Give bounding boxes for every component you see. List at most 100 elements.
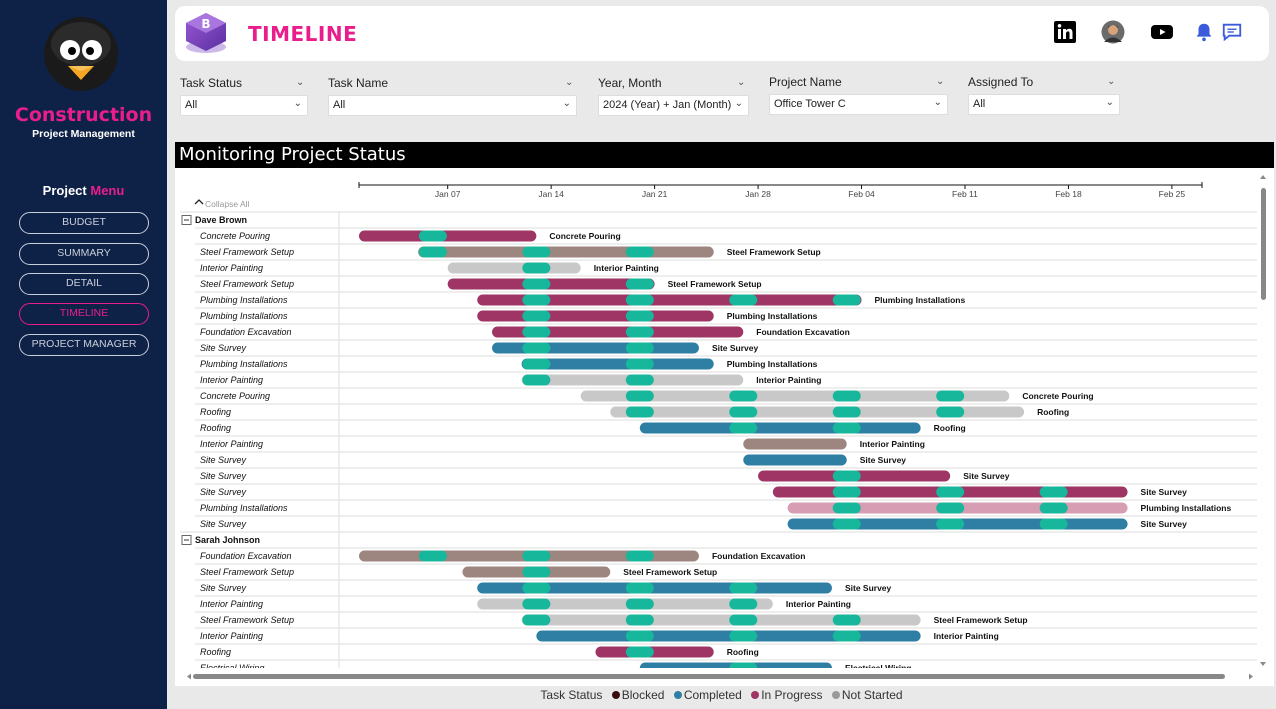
bar-label: Steel Framework Setup bbox=[668, 279, 762, 289]
task-bar[interactable] bbox=[477, 310, 714, 322]
milestone-marker bbox=[832, 422, 861, 434]
milestone-marker bbox=[936, 486, 965, 498]
filter-value: Office Tower C bbox=[774, 98, 846, 110]
legend-label: Not Started bbox=[841, 688, 903, 702]
collapse-all-button[interactable]: Collapse All bbox=[205, 199, 250, 209]
legend-label: Blocked bbox=[621, 688, 665, 702]
milestone-marker bbox=[936, 502, 965, 514]
chevron-down-icon[interactable]: ⌄ bbox=[296, 77, 305, 88]
milestone-marker bbox=[729, 614, 758, 626]
section-title: Monitoring Project Status bbox=[175, 142, 1274, 168]
milestone-marker bbox=[729, 598, 758, 610]
bar-label: Steel Framework Setup bbox=[727, 247, 821, 257]
bar-label: Interior Painting bbox=[860, 439, 925, 449]
chevron-up-icon[interactable] bbox=[194, 199, 204, 205]
menu-button-project-manager[interactable]: PROJECT MANAGER bbox=[19, 334, 149, 356]
task-name: Interior Painting bbox=[200, 375, 263, 385]
menu-button-detail[interactable]: DETAIL bbox=[19, 273, 149, 295]
bar-label: Site Survey bbox=[860, 455, 907, 465]
milestone-marker bbox=[418, 230, 447, 242]
scroll-left-arrow-icon[interactable] bbox=[187, 673, 191, 680]
legend-dot bbox=[751, 691, 760, 699]
chevron-down-icon[interactable]: ⌄ bbox=[936, 76, 945, 87]
vertical-scrollbar-thumb[interactable] bbox=[1261, 188, 1266, 300]
task-bar[interactable] bbox=[536, 630, 921, 642]
chevron-down-icon[interactable]: ⌄ bbox=[565, 77, 574, 88]
task-bar[interactable] bbox=[610, 406, 1025, 418]
x-tick-label: Feb 04 bbox=[848, 189, 875, 199]
task-status-select[interactable]: All ⌄ bbox=[180, 95, 308, 116]
task-name: Steel Framework Setup bbox=[200, 615, 294, 625]
milestone-marker bbox=[625, 374, 654, 386]
milestone-marker bbox=[522, 374, 551, 386]
task-bar[interactable] bbox=[743, 454, 847, 466]
task-bar[interactable] bbox=[639, 422, 921, 434]
task-name: Concrete Pouring bbox=[200, 391, 270, 401]
milestone-marker bbox=[832, 294, 861, 306]
task-name: Site Survey bbox=[200, 343, 247, 353]
bar-label: Interior Painting bbox=[934, 631, 999, 641]
bar-label: Concrete Pouring bbox=[1022, 391, 1093, 401]
legend-item-blocked[interactable]: Blocked bbox=[611, 688, 665, 702]
linkedin-icon[interactable] bbox=[1053, 20, 1077, 44]
gantt-chart-svg: Jan 07 Jan 14 Jan 21 Jan 28 Feb 04 Feb 11 Feb … bbox=[175, 175, 1274, 686]
task-bar[interactable] bbox=[447, 278, 655, 290]
task-bar[interactable] bbox=[595, 646, 714, 658]
brand-title: Construction bbox=[14, 104, 153, 126]
legend-item-not-started[interactable]: Not Started bbox=[831, 688, 903, 702]
task-bar[interactable] bbox=[477, 294, 862, 306]
milestone-marker bbox=[832, 630, 861, 642]
bootstrap-logo-icon: B bbox=[186, 13, 226, 53]
milestone-marker bbox=[832, 502, 861, 514]
bar-label: Roofing bbox=[1037, 407, 1069, 417]
task-bar[interactable] bbox=[492, 326, 744, 338]
filter-value: All bbox=[185, 99, 198, 111]
milestone-marker bbox=[936, 518, 965, 530]
legend-item-in-progress[interactable]: In Progress bbox=[751, 688, 823, 702]
task-name-select[interactable]: All ⌄ bbox=[328, 95, 577, 116]
project-name-select[interactable]: Office Tower C ⌄ bbox=[769, 94, 948, 115]
bar-label: Interior Painting bbox=[786, 599, 851, 609]
x-tick-label: Jan 07 bbox=[435, 189, 461, 199]
chevron-down-icon: ⌄ bbox=[734, 98, 743, 109]
scroll-up-arrow-icon[interactable] bbox=[1260, 175, 1266, 179]
horizontal-scrollbar-thumb[interactable] bbox=[193, 674, 1225, 679]
menu-title-project: Project bbox=[42, 183, 87, 198]
chevron-down-icon[interactable]: ⌄ bbox=[1107, 76, 1116, 87]
task-bar[interactable] bbox=[580, 390, 1010, 402]
x-tick-label: Feb 25 bbox=[1159, 189, 1186, 199]
avatar[interactable] bbox=[1101, 20, 1125, 44]
chevron-down-icon: ⌄ bbox=[933, 97, 942, 108]
milestone-marker bbox=[625, 582, 654, 594]
filter-label: Project Name bbox=[769, 75, 842, 89]
bar-label: Roofing bbox=[727, 647, 759, 657]
task-bar[interactable] bbox=[447, 262, 581, 274]
task-name: Interior Painting bbox=[200, 599, 263, 609]
year-month-select[interactable]: 2024 (Year) + Jan (Month) ⌄ bbox=[598, 95, 749, 116]
task-bar[interactable] bbox=[521, 358, 714, 370]
task-bar[interactable] bbox=[418, 246, 714, 258]
x-tick-label: Jan 21 bbox=[642, 189, 668, 199]
scroll-right-arrow-icon[interactable] bbox=[1249, 673, 1253, 680]
filter-label: Assigned To bbox=[968, 75, 1034, 89]
chevron-down-icon[interactable]: ⌄ bbox=[737, 77, 746, 88]
task-bar[interactable] bbox=[359, 230, 537, 242]
assigned-to-select[interactable]: All ⌄ bbox=[968, 94, 1120, 115]
milestone-marker bbox=[1039, 502, 1068, 514]
legend-item-completed[interactable]: Completed bbox=[673, 688, 742, 702]
bar-label: Concrete Pouring bbox=[549, 231, 620, 241]
task-bar[interactable] bbox=[477, 598, 773, 610]
menu-button-summary[interactable]: SUMMARY bbox=[19, 243, 149, 265]
legend-dot bbox=[611, 691, 620, 699]
scroll-down-arrow-icon[interactable] bbox=[1260, 662, 1266, 666]
chat-icon[interactable] bbox=[1221, 20, 1243, 44]
milestone-marker bbox=[625, 326, 654, 338]
task-bar[interactable] bbox=[743, 438, 847, 450]
menu-button-budget[interactable]: BUDGET bbox=[19, 212, 149, 234]
bell-icon[interactable] bbox=[1193, 20, 1215, 44]
task-bar[interactable] bbox=[521, 614, 921, 626]
chevron-down-icon: ⌄ bbox=[1105, 97, 1114, 108]
milestone-marker bbox=[522, 246, 551, 258]
youtube-icon[interactable] bbox=[1150, 20, 1174, 44]
menu-button-timeline[interactable]: TIMELINE bbox=[19, 303, 149, 325]
